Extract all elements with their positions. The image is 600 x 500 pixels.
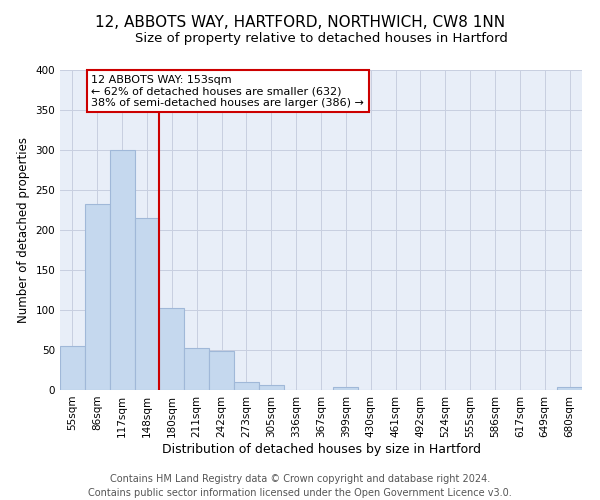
Y-axis label: Number of detached properties: Number of detached properties bbox=[17, 137, 30, 323]
Bar bbox=[334, 387, 358, 390]
Text: 12, ABBOTS WAY, HARTFORD, NORTHWICH, CW8 1NN: 12, ABBOTS WAY, HARTFORD, NORTHWICH, CW8… bbox=[95, 15, 505, 30]
Text: 12 ABBOTS WAY: 153sqm
← 62% of detached houses are smaller (632)
38% of semi-det: 12 ABBOTS WAY: 153sqm ← 62% of detached … bbox=[91, 75, 364, 108]
Bar bbox=[557, 387, 582, 390]
Bar bbox=[160, 308, 184, 390]
Bar bbox=[134, 218, 160, 390]
Bar bbox=[184, 348, 209, 390]
Bar bbox=[110, 150, 134, 390]
Bar bbox=[234, 382, 259, 390]
Bar bbox=[209, 351, 234, 390]
Bar bbox=[259, 385, 284, 390]
Bar bbox=[60, 346, 85, 390]
Title: Size of property relative to detached houses in Hartford: Size of property relative to detached ho… bbox=[134, 32, 508, 45]
Text: Contains HM Land Registry data © Crown copyright and database right 2024.
Contai: Contains HM Land Registry data © Crown c… bbox=[88, 474, 512, 498]
X-axis label: Distribution of detached houses by size in Hartford: Distribution of detached houses by size … bbox=[161, 442, 481, 456]
Bar bbox=[85, 204, 110, 390]
